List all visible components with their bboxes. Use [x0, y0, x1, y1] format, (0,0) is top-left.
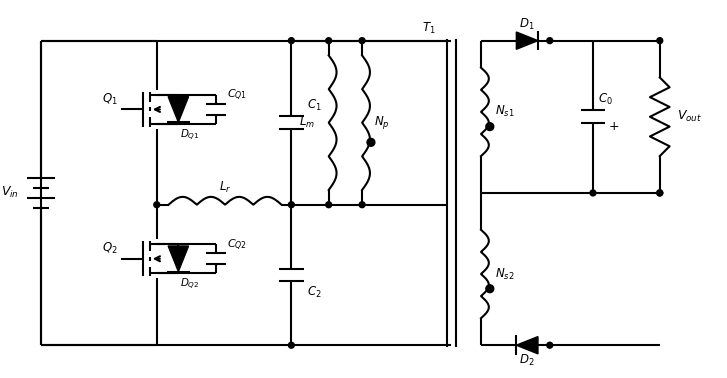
Text: $C_{Q2}$: $C_{Q2}$: [228, 237, 247, 253]
Text: $N_{s1}$: $N_{s1}$: [495, 104, 514, 119]
Text: $L_m$: $L_m$: [299, 115, 315, 130]
Text: $D_{Q2}$: $D_{Q2}$: [180, 277, 200, 292]
Text: $N_p$: $N_p$: [374, 114, 390, 131]
Polygon shape: [516, 336, 538, 354]
Circle shape: [289, 202, 294, 208]
Circle shape: [326, 38, 332, 43]
Polygon shape: [516, 32, 538, 49]
Text: $V_{out}$: $V_{out}$: [678, 109, 702, 124]
Circle shape: [359, 202, 365, 208]
Circle shape: [326, 202, 332, 208]
Text: $L_r$: $L_r$: [219, 180, 231, 195]
Text: +: +: [608, 120, 619, 133]
Text: $C_1$: $C_1$: [307, 98, 322, 113]
Circle shape: [289, 342, 294, 348]
Text: $D_2$: $D_2$: [519, 353, 535, 369]
Text: $T_1$: $T_1$: [422, 21, 435, 36]
Circle shape: [590, 190, 596, 196]
Circle shape: [359, 38, 365, 43]
Text: $Q_2$: $Q_2$: [102, 242, 118, 257]
Circle shape: [656, 190, 663, 196]
Text: $C_{Q1}$: $C_{Q1}$: [228, 88, 248, 103]
Text: $N_{s2}$: $N_{s2}$: [495, 266, 514, 282]
Circle shape: [367, 138, 375, 146]
Text: $D_1$: $D_1$: [519, 17, 535, 33]
Text: $D_{Q1}$: $D_{Q1}$: [180, 127, 200, 143]
Circle shape: [486, 123, 494, 130]
Circle shape: [547, 342, 553, 348]
Text: $Q_1$: $Q_1$: [102, 92, 118, 107]
Circle shape: [656, 38, 663, 43]
Text: $V_{in}$: $V_{in}$: [1, 185, 19, 200]
Circle shape: [486, 285, 494, 293]
Text: $C_2$: $C_2$: [307, 285, 322, 300]
Polygon shape: [168, 97, 188, 122]
Circle shape: [547, 38, 553, 43]
Text: $C_0$: $C_0$: [598, 91, 613, 107]
Circle shape: [289, 38, 294, 43]
Polygon shape: [168, 246, 188, 271]
Circle shape: [656, 190, 663, 196]
Circle shape: [154, 202, 160, 208]
